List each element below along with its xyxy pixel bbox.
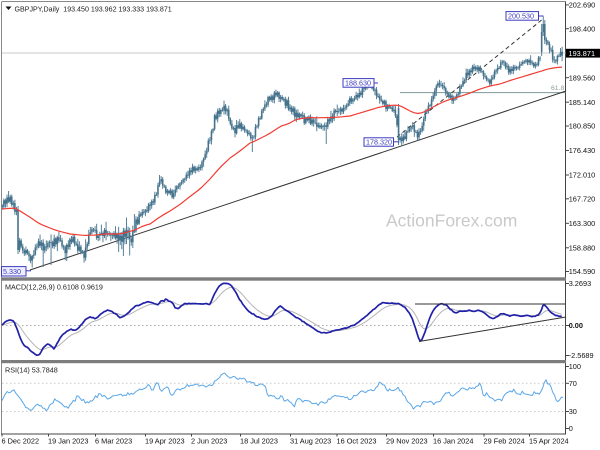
svg-text:16 Oct 2023: 16 Oct 2023 [337,437,377,446]
svg-text:158.880: 158.880 [569,244,596,253]
svg-text:172.010: 172.010 [569,171,596,180]
svg-text:16 Jan 2024: 16 Jan 2024 [433,437,473,446]
svg-text:163.300: 163.300 [569,219,596,228]
svg-text:29 Feb 2024: 29 Feb 2024 [484,437,525,446]
svg-text:MACD(12,26,9) 0.6108 0.9619: MACD(12,26,9) 0.6108 0.9619 [5,283,103,292]
svg-text:176.430: 176.430 [569,146,596,155]
svg-text:6 Dec 2022: 6 Dec 2022 [2,437,40,446]
svg-text:167.720: 167.720 [569,195,596,204]
svg-text:5.330: 5.330 [3,267,21,276]
svg-text:0: 0 [569,424,573,433]
svg-text:0.00: 0.00 [569,321,583,330]
svg-text:178.320: 178.320 [366,138,392,147]
svg-text:29 Nov 2023: 29 Nov 2023 [386,437,428,446]
svg-text:193.871: 193.871 [569,49,596,58]
svg-text:31 Aug 2023: 31 Aug 2023 [290,437,331,446]
svg-text:GBPJPY,Daily 193.450 193.962: GBPJPY,Daily 193.450 193.962 193.333 193… [15,6,172,14]
svg-text:15 Apr 2024: 15 Apr 2024 [529,437,569,446]
svg-text:188.630: 188.630 [345,79,371,88]
svg-text:18 Jul 2023: 18 Jul 2023 [240,437,278,446]
svg-text:189.560: 189.560 [569,73,596,82]
svg-text:202.690: 202.690 [569,1,596,10]
svg-text:198.400: 198.400 [569,24,596,33]
svg-text:19 Apr 2023: 19 Apr 2023 [145,437,185,446]
svg-text:19 Jan 2023: 19 Jan 2023 [48,437,88,446]
svg-text:2 Jun 2023: 2 Jun 2023 [191,437,227,446]
svg-text:200.530: 200.530 [508,12,534,21]
svg-text:100: 100 [569,362,581,371]
svg-text:3.2693: 3.2693 [569,279,591,288]
svg-text:154.590: 154.590 [569,267,596,276]
svg-text:70: 70 [569,379,577,388]
svg-text:RSI(14) 53.7848: RSI(14) 53.7848 [5,366,58,375]
svg-text:30: 30 [569,407,577,416]
svg-text:ActionForex.com: ActionForex.com [386,211,517,231]
svg-text:180.850: 180.850 [569,122,596,131]
svg-text:185.140: 185.140 [569,98,596,107]
svg-text:-2.5689: -2.5689 [569,351,594,360]
svg-text:61.8: 61.8 [551,85,564,92]
svg-text:6 Mar 2023: 6 Mar 2023 [95,437,132,446]
